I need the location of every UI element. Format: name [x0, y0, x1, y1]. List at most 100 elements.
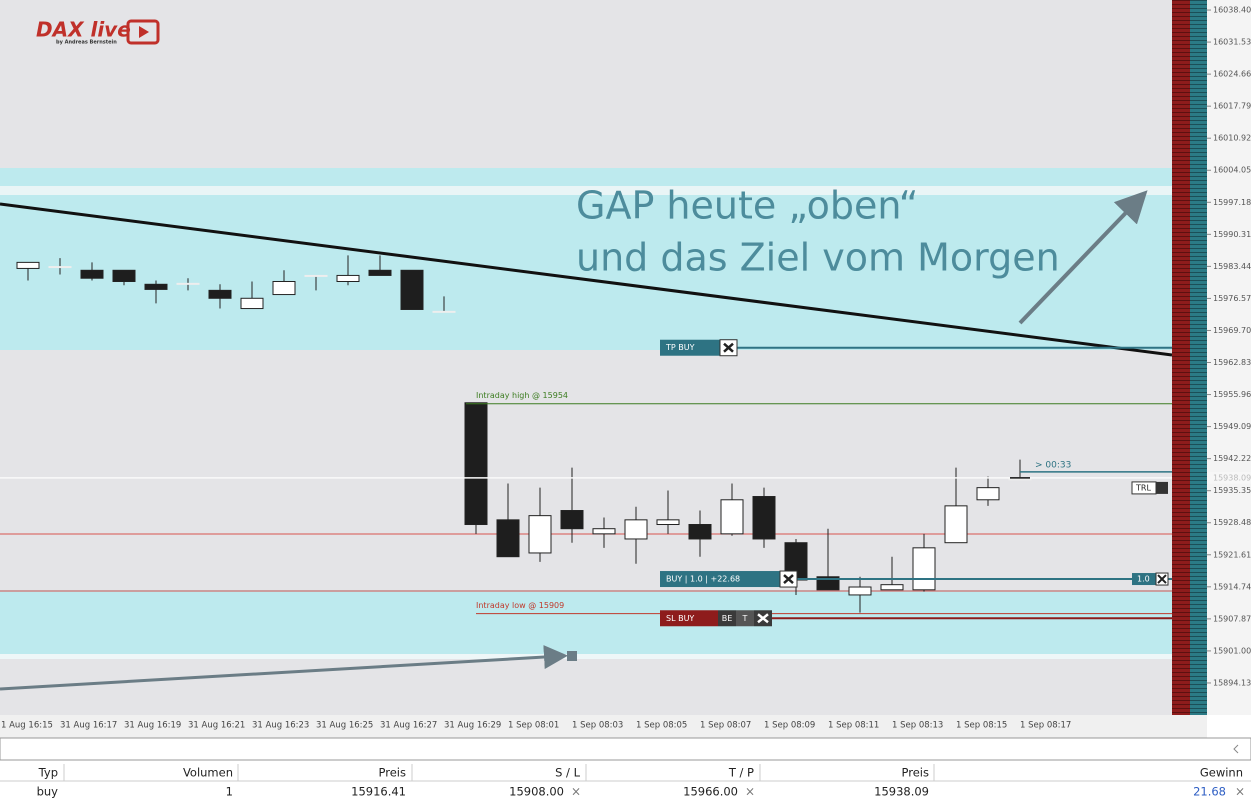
candle-body	[656, 519, 680, 526]
candle-body	[16, 261, 40, 269]
logo-title: DAX live	[36, 18, 131, 42]
y-tick-label: 15901.00	[1213, 646, 1251, 655]
trl-handle[interactable]	[1156, 481, 1168, 494]
table-header: Preis	[902, 766, 929, 780]
close-icon[interactable]	[1157, 574, 1167, 584]
x-tick-label: 31 Aug 16:17	[60, 721, 117, 731]
table-header: Volumen	[183, 766, 233, 780]
candle-body	[688, 524, 712, 540]
candle-body	[304, 274, 328, 277]
trl-label: TRL	[1135, 483, 1151, 492]
candle-body	[80, 269, 104, 279]
zone-edge	[0, 186, 1172, 195]
y-tick-label: 15935.35	[1213, 486, 1251, 495]
x-tick-label: 31 Aug 16:27	[380, 721, 437, 731]
zone	[0, 168, 1172, 350]
x-tick-label: 1 Sep 08:11	[828, 721, 879, 731]
be-label: BE	[722, 614, 733, 623]
close-icon[interactable]	[757, 613, 769, 624]
candle-body	[368, 269, 392, 276]
remove-icon[interactable]: ×	[1235, 785, 1245, 799]
candle-body	[336, 274, 360, 282]
y-tick-label: 15949.09	[1213, 422, 1251, 431]
y-tick-label: 15914.74	[1213, 582, 1251, 591]
size-label: 1.0	[1137, 575, 1150, 584]
y-tick-label: 15983.44	[1213, 262, 1251, 271]
y-tick-label: 16010.92	[1213, 134, 1251, 143]
annotation: und das Ziel vom Morgen	[576, 236, 1060, 280]
buy-tag	[660, 571, 780, 588]
be-button[interactable]	[718, 610, 736, 627]
arrow-handle	[567, 651, 577, 661]
annotation-arrow	[1018, 190, 1148, 325]
table-cell: buy	[37, 785, 59, 799]
candle-body	[400, 269, 424, 310]
trend-arrow	[0, 645, 568, 691]
remove-icon[interactable]: ×	[571, 785, 581, 799]
y-tick-label: 16004.05	[1213, 166, 1251, 175]
y-tick-label: 15976.57	[1213, 294, 1251, 303]
table-header: Typ	[38, 766, 58, 780]
y-tick-label: 16031.53	[1213, 38, 1251, 47]
y-tick-label: 15955.96	[1213, 390, 1251, 399]
table-header: Preis	[379, 766, 406, 780]
candle-body	[1008, 478, 1032, 481]
zone	[0, 590, 1172, 658]
tp-label: TP BUY	[665, 343, 695, 352]
y-tick-label: 15969.70	[1213, 326, 1251, 335]
scroll-button[interactable]	[1233, 744, 1239, 754]
intraday-low-label: Intraday low @ 15909	[476, 601, 564, 610]
intraday-high-label: Intraday high @ 15954	[476, 391, 568, 400]
tp-tag	[660, 339, 720, 356]
y-tick-label: 16024.66	[1213, 70, 1251, 79]
table-cell: 15916.41	[351, 785, 406, 799]
candle-body	[528, 515, 552, 554]
close-icon[interactable]	[723, 342, 734, 353]
sl-tag	[660, 610, 718, 627]
y-tick-label: 16017.79	[1213, 102, 1251, 111]
remove-icon[interactable]: ×	[745, 785, 755, 799]
logo-subtitle: by Andreas Bernstein	[56, 40, 117, 46]
logo-icon	[126, 19, 160, 45]
x-tick-label: 1 Sep 08:15	[956, 721, 1007, 731]
table-cell: 15908.00	[509, 785, 564, 799]
y-tick-label: 15942.22	[1213, 454, 1251, 463]
candle-body	[592, 528, 616, 535]
table-header: Gewinn	[1200, 766, 1243, 780]
candle-body	[176, 282, 200, 285]
candle-body	[144, 283, 168, 290]
y-tick-label: 15907.87	[1213, 614, 1251, 623]
y-tick-label: 15928.48	[1213, 518, 1251, 527]
x-tick-label: 1 Sep 08:05	[636, 721, 687, 731]
logo-play	[139, 26, 149, 38]
x-tick-label: 31 Aug 16:23	[252, 721, 309, 731]
candle-body	[496, 519, 520, 558]
price-axis	[1207, 0, 1251, 715]
zone-edge	[0, 654, 1172, 659]
x-tick-label: 1 Sep 08:01	[508, 721, 559, 731]
table-cell: 15966.00	[683, 785, 738, 799]
toolbar	[0, 737, 1251, 761]
y-tick-label: 15990.31	[1213, 230, 1251, 239]
table-cell: 15938.09	[874, 785, 929, 799]
y-tick-label: 16038.40	[1213, 6, 1251, 15]
candle-body	[208, 289, 232, 299]
candle-body	[272, 280, 296, 296]
countdown: > 00:33	[1035, 460, 1071, 470]
candle-body	[624, 519, 648, 540]
trend-line	[0, 202, 1173, 357]
x-tick-label: 1 Aug 16:15	[1, 721, 53, 731]
table-cell: 21.68	[1193, 785, 1226, 799]
t-button[interactable]	[736, 610, 754, 627]
x-tick-label: 1 Sep 08:17	[1020, 721, 1071, 731]
t-label: T	[742, 614, 748, 623]
buy-label: BUY | 1.0 | +22.68	[666, 575, 740, 584]
candle-body	[976, 487, 1000, 501]
candle-body	[880, 584, 904, 591]
size-tag[interactable]	[1132, 573, 1156, 586]
candle-body	[944, 505, 968, 544]
last-price-box	[1207, 471, 1251, 484]
x-tick-label: 1 Sep 08:03	[572, 721, 623, 731]
close-icon[interactable]	[783, 574, 794, 584]
